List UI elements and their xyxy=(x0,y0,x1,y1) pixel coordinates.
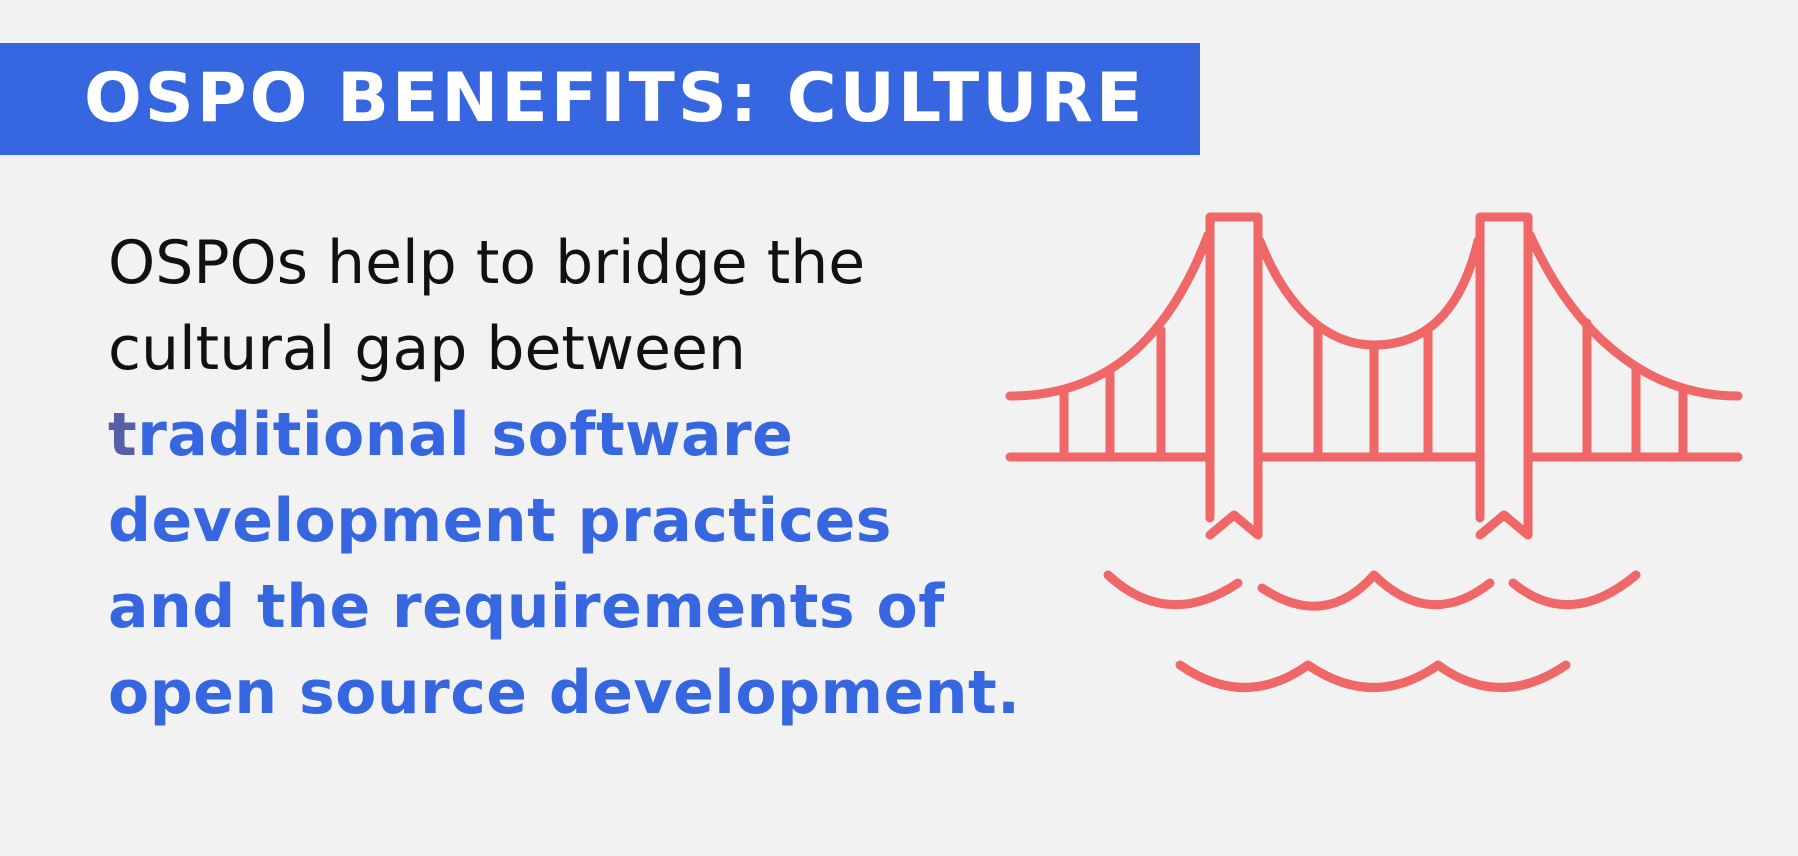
bridge-cable-middle xyxy=(1255,236,1483,350)
water-wave-upper-3 xyxy=(1508,570,1641,610)
page-title: OSPO BENEFITS: CULTURE xyxy=(84,59,1146,138)
body-line-2: cultural gap between xyxy=(108,314,746,384)
suspension-bridge-icon xyxy=(1005,212,1743,692)
accent-line-1-rest: raditional software xyxy=(137,400,794,470)
accent-line-1: traditional software xyxy=(108,392,1008,478)
accent-line-2: development practices xyxy=(108,486,892,556)
bridge-tower-right xyxy=(1475,212,1533,540)
body-line-1: OSPOs help to bridge the xyxy=(108,228,866,298)
title-banner: OSPO BENEFITS: CULTURE xyxy=(0,43,1200,155)
accent-line-3: and the requirements of xyxy=(108,572,945,642)
bridge-cable-left xyxy=(1005,230,1213,401)
water-wave-upper-1 xyxy=(1103,570,1243,610)
body-text: OSPOs help to bridge the cultural gap be… xyxy=(108,220,1021,736)
water-wave-upper-2 xyxy=(1257,570,1495,611)
accent-line-1-first-letter: t xyxy=(108,400,138,470)
bridge-cable-right xyxy=(1525,230,1743,401)
bridge-tower-left xyxy=(1205,212,1263,540)
water-wave-lower xyxy=(1175,660,1571,692)
accent-line-4: open source development. xyxy=(108,658,1021,728)
